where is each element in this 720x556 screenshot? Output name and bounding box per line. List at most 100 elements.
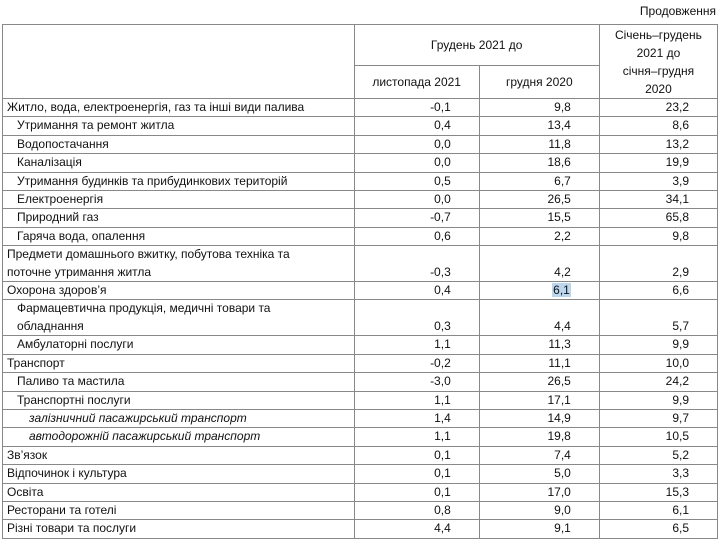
value: 24,2: [665, 374, 689, 389]
value-cell: 9,0: [478, 500, 600, 521]
value-cell: 4,4: [353, 519, 480, 539]
table-body: Житло, вода, електроенергія, газ та інші…: [2, 97, 719, 539]
value: 19,8: [547, 429, 571, 444]
row-label-line: залізничний пасажирський транспорт: [29, 410, 247, 425]
row-label-line: Гаряча вода, опалення: [17, 228, 146, 243]
row-label: Освіта: [7, 484, 350, 501]
value-cell: 19,9: [598, 153, 719, 173]
row: Житло, вода, електроенергія, газ та інші…: [2, 97, 719, 118]
row-label-line: Транспорт: [7, 355, 65, 370]
row-label: Транспортні послуги: [7, 392, 350, 409]
row-label-cell: Транспортні послуги: [2, 390, 355, 410]
value: 18,6: [547, 155, 571, 170]
value: 6,1: [672, 502, 689, 517]
value-cell: 6,1: [478, 281, 600, 301]
row: Транспортні послуги 1,1 17,1 9,9: [2, 390, 719, 410]
value: 1,1: [434, 392, 451, 407]
value-cell: 9,9: [598, 390, 719, 410]
value: 2,9: [672, 264, 689, 279]
value-cell: 23,2: [598, 97, 719, 118]
value: 0,5: [434, 173, 451, 188]
value: -0,3: [430, 264, 451, 279]
row-label-cell: Транспорт: [2, 353, 355, 374]
row-label: Охорона здоров’я: [7, 282, 350, 299]
value: 17,1: [547, 392, 571, 407]
value: 2,2: [554, 228, 571, 243]
row-label-line: Охорона здоров’я: [7, 283, 107, 298]
value: 5,0: [554, 466, 571, 481]
value-cell: 18,6: [478, 153, 600, 173]
row-label-line: Електроенергія: [17, 192, 104, 207]
value: 6,6: [672, 283, 689, 298]
row-label-cell: Утримання будинків та прибудинкових тери…: [2, 171, 355, 192]
value: 10,0: [665, 355, 689, 370]
row: Зв’язок 0,1 7,4 5,2: [2, 445, 719, 466]
value-cell: 0,4: [353, 116, 480, 136]
value: 26,5: [547, 374, 571, 389]
row-label-cell: Утримання та ремонт житла: [2, 116, 355, 136]
value-cell: 1,4: [353, 408, 480, 429]
continuation: Продовження: [639, 4, 716, 18]
row-label: Природний газ: [7, 209, 350, 226]
row-label-line: Зв’язок: [7, 447, 48, 462]
value-cell: 0,4: [353, 281, 480, 301]
value: 13,4: [547, 118, 571, 133]
row-label-cell: Предмети домашнього вжитку, побутова тех…: [2, 245, 355, 283]
value-cell: 14,9: [478, 408, 600, 429]
value-cell: 26,5: [478, 372, 600, 392]
value: 9,0: [554, 502, 571, 517]
value-cell: 17,0: [478, 482, 600, 502]
value: 15,5: [547, 210, 571, 225]
row-label: Електроенергія: [7, 191, 350, 208]
row-label: Каналізація: [7, 154, 350, 171]
row-label: Зв’язок: [7, 447, 350, 464]
row: Утримання та ремонт житла 0,4 13,4 8,6: [2, 116, 719, 136]
row-label: Ресторани та готелі: [7, 502, 350, 519]
value: 11,1: [548, 355, 571, 370]
value-cell: 4,4: [478, 299, 600, 337]
value: 4,4: [434, 521, 451, 536]
value: 19,9: [665, 155, 689, 170]
value: 9,8: [554, 100, 571, 114]
row-label-line: поточне утримання житла: [7, 264, 152, 279]
row: Водопостачання 0,0 11,8 13,2: [2, 134, 719, 155]
row-label-line: Каналізація: [17, 155, 82, 170]
value-cell: 0,1: [353, 445, 480, 466]
column-header: листопада 2021: [353, 65, 480, 99]
row-label-line: Освіта: [7, 484, 44, 499]
value: 34,1: [665, 192, 689, 207]
row: Транспорт -0,2 11,1 10,0: [2, 353, 719, 374]
value-cell: 9,8: [478, 97, 600, 118]
row: Каналізація 0,0 18,6 19,9: [2, 153, 719, 173]
row-label-cell: Фармацевтична продукція, медичні товари …: [2, 299, 355, 337]
value-cell: 1,1: [353, 427, 480, 447]
row-label-line: Паливо та мастила: [17, 374, 125, 389]
row-label-cell: Гаряча вода, опалення: [2, 226, 355, 247]
value: 0,4: [434, 118, 451, 133]
row-label-cell: Житло, вода, електроенергія, газ та інші…: [2, 97, 355, 118]
row-label-line: Водопостачання: [17, 136, 109, 151]
row-label-cell: Освіта: [2, 482, 355, 502]
value-cell: 13,4: [478, 116, 600, 136]
value-cell: 5,7: [598, 299, 719, 337]
row-label: Паливо та мастила: [7, 373, 350, 390]
row: Предмети домашнього вжитку, побутова тех…: [2, 245, 719, 283]
row-label-line: Житло, вода, електроенергія, газ та інші…: [7, 100, 305, 114]
value-cell: 5,2: [598, 445, 719, 466]
annual-header-line: Січень–грудень: [614, 27, 702, 42]
value-cell: 0,1: [353, 482, 480, 502]
row-label-line: обладнання: [17, 318, 84, 333]
value: 0,4: [434, 283, 451, 298]
value-cell: 11,3: [478, 335, 600, 355]
row: Освіта 0,1 17,0 15,3: [2, 482, 719, 502]
value: 10,5: [665, 429, 689, 444]
row: Амбулаторні послуги 1,1 11,3 9,9: [2, 335, 719, 355]
value: 9,9: [672, 337, 689, 352]
value-cell: 0,0: [353, 153, 480, 173]
value: 0,1: [434, 466, 451, 481]
value: 11,3: [548, 337, 571, 352]
row-label-cell: Паливо та мастила: [2, 372, 355, 392]
row-label-cell: залізничний пасажирський транспорт: [2, 408, 355, 429]
row: Фармацевтична продукція, медичні товари …: [2, 299, 719, 337]
row-label-line: Утримання та ремонт житла: [17, 118, 175, 133]
